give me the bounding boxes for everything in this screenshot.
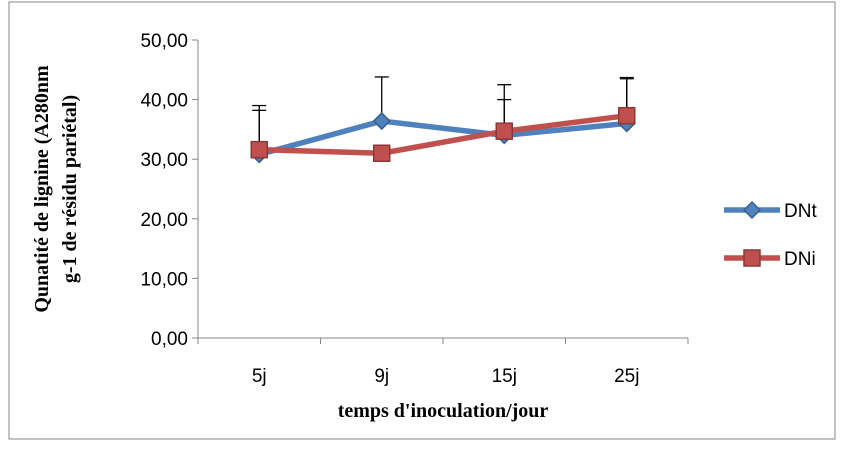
- data-point-dni: [373, 144, 391, 162]
- y-tick-label: 40,00: [140, 91, 188, 112]
- y-tick-label: 0,00: [151, 329, 188, 350]
- y-tick-label: 30,00: [140, 150, 188, 171]
- x-tick-label: 15j: [492, 366, 517, 387]
- series-line-dnt: [256, 118, 630, 158]
- x-tick-labels: 5j 9j 15j 25j: [252, 366, 640, 387]
- x-tick-label: 9j: [374, 366, 389, 387]
- y-axis-title: Qunatité de lignine (A280nm g-1 de résid…: [31, 65, 81, 313]
- x-tick-label: 25j: [614, 366, 639, 387]
- x-tick-label: 5j: [252, 366, 267, 387]
- legend: DNt DNi: [724, 200, 817, 270]
- legend-marker-dni: [743, 249, 761, 267]
- legend-label-dni: DNi: [784, 249, 816, 270]
- y-tick-label: 50,00: [140, 31, 188, 52]
- axis-ticks: [192, 39, 689, 344]
- legend-label-dnt: DNt: [784, 201, 817, 222]
- y-axis-title-line-1: Qunatité de lignine (A280nm: [31, 65, 53, 313]
- chart-border: [8, 1, 836, 440]
- series-line-dni: [256, 112, 630, 156]
- series-lines: [256, 112, 630, 158]
- legend-marker-dnt: [742, 200, 762, 220]
- y-axis-title-line-2: g-1 de résidu pariétal): [59, 95, 81, 283]
- data-point-dni: [495, 122, 513, 140]
- y-tick-labels: 0,00 10,00 20,00 30,00 40,00 50,00: [140, 31, 188, 350]
- y-tick-label: 20,00: [140, 210, 188, 231]
- x-axis-title: temps d'inoculation/jour: [338, 400, 549, 422]
- data-point-dni: [250, 140, 268, 159]
- data-point-dnt: [372, 111, 391, 131]
- data-point-dni: [618, 106, 636, 125]
- y-tick-label: 10,00: [140, 269, 188, 290]
- series-markers: [250, 106, 636, 164]
